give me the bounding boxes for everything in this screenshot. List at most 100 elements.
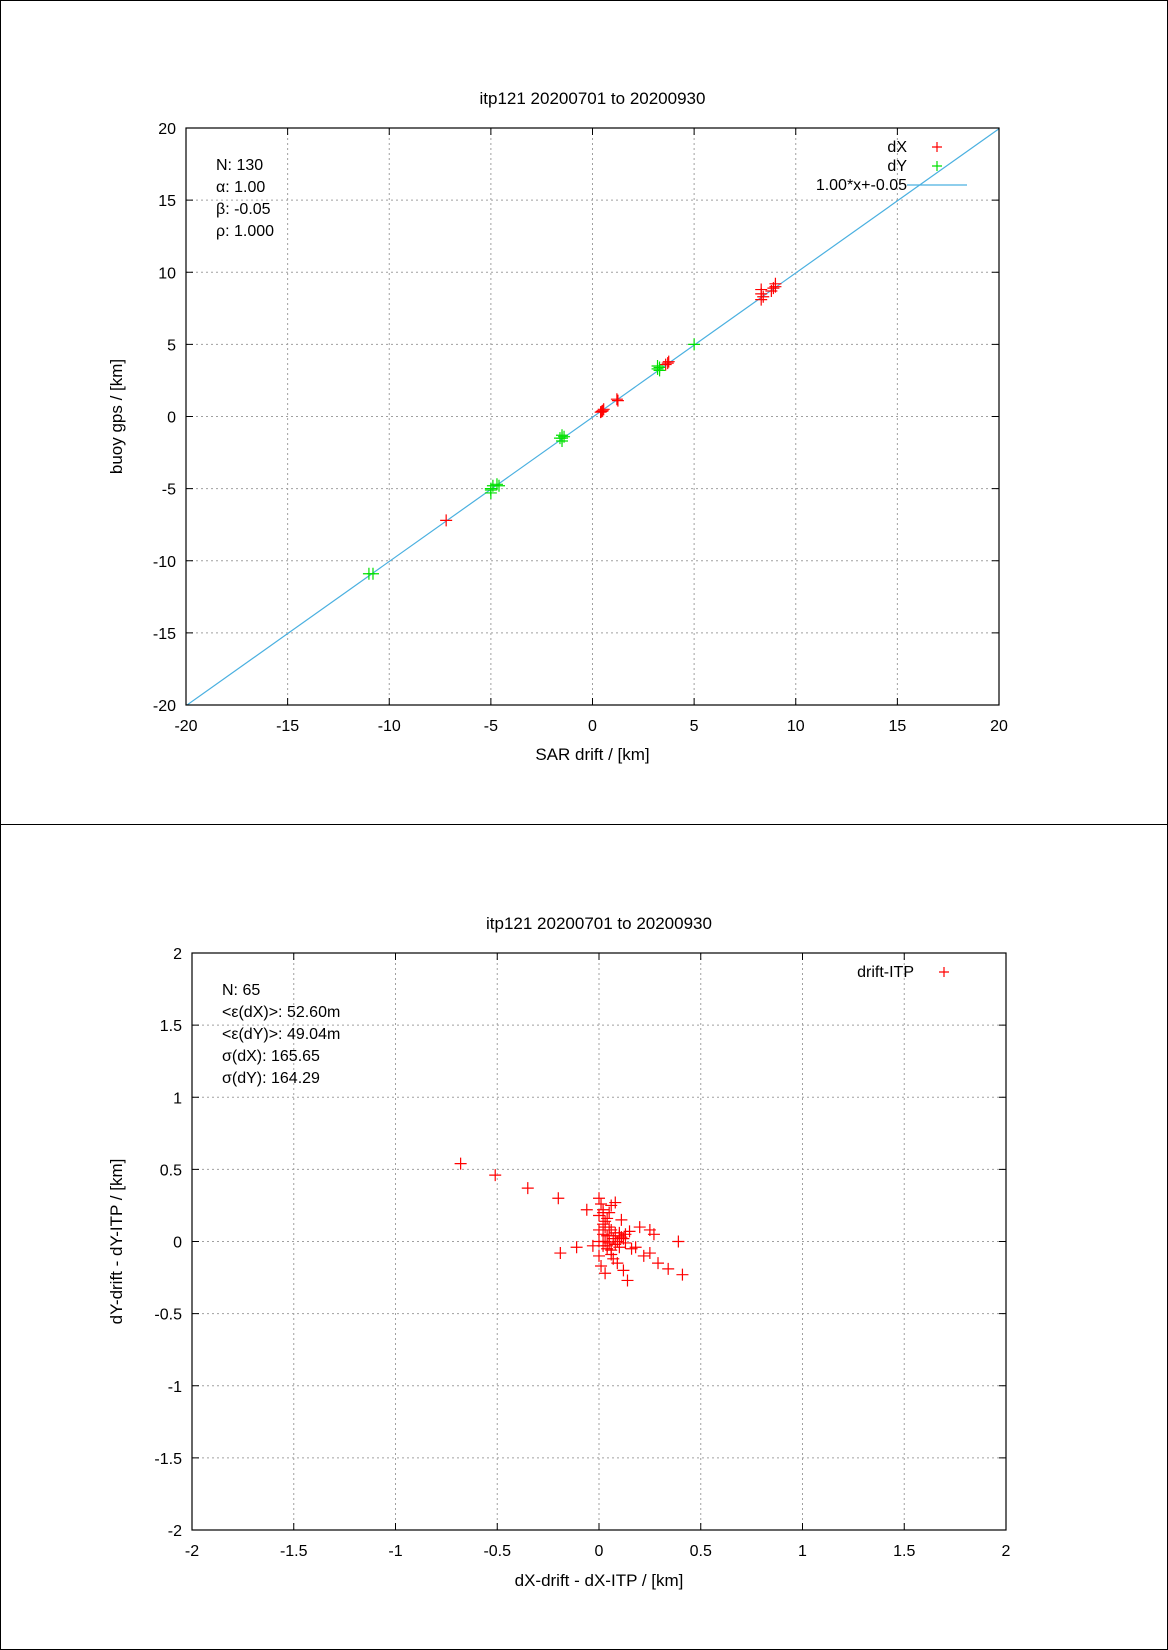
panel-top-border <box>0 0 1168 825</box>
y-tick-label: -10 <box>153 554 176 571</box>
drift-comparison-chart: -20 -15 -10 -5 0 5 10 15 20 -20 -15 -10 -5 0 5 10 15 20 it… <box>107 89 1008 764</box>
x-tick-label: 1.5 <box>893 1543 915 1560</box>
x-tick-label: 10 <box>787 718 805 735</box>
y-tick-label: 5 <box>167 337 176 354</box>
y-tick-label: 2 <box>173 946 182 963</box>
legend-label: drift-ITP <box>857 964 914 981</box>
y-tick-label: 1.5 <box>160 1018 182 1035</box>
y-tick-label: -20 <box>153 698 176 715</box>
plot-area <box>454 1157 689 1287</box>
y-tick-label: -2 <box>168 1523 182 1540</box>
plot-frame <box>185 127 1000 706</box>
panel-bottom-border <box>0 824 1168 1650</box>
y-tick-label: 1 <box>173 1090 182 1107</box>
data-point-dy <box>493 479 506 492</box>
x-tick-label: 1 <box>798 1543 807 1560</box>
x-tick-label: -10 <box>378 718 401 735</box>
stats-line: ρ: 1.000 <box>216 223 274 240</box>
legend-label: dX <box>887 139 907 156</box>
data-point-drift-itp <box>621 1274 634 1287</box>
data-point-dx <box>596 404 609 417</box>
data-point-dx <box>595 405 608 418</box>
y-axis-label: dY-drift - dY-ITP / [km] <box>107 1159 126 1325</box>
data-point-dx <box>594 406 607 419</box>
y-tick-label: -1.5 <box>154 1451 182 1468</box>
data-point-dx <box>610 393 623 406</box>
y-tick-label: 10 <box>158 265 176 282</box>
y-tick-label: -0.5 <box>154 1307 182 1324</box>
data-point-drift-itp <box>672 1235 685 1248</box>
x-tick-label: 5 <box>690 718 699 735</box>
data-point-drift-itp <box>611 1235 624 1248</box>
data-point-drift-itp <box>601 1212 614 1225</box>
data-point-dx <box>659 358 672 371</box>
drift-difference-chart: -2 -1.5 -1 -0.5 0 0.5 1 1.5 2 -2 -1.5 -1 -0.5 0 0.5 1 1.… <box>107 914 1011 1590</box>
data-point-drift-itp <box>613 1241 626 1254</box>
data-point-dx <box>440 514 453 527</box>
data-point-drift-itp <box>554 1247 567 1260</box>
x-tick-label: 0 <box>595 1543 604 1560</box>
data-point-dy <box>484 484 497 497</box>
data-point-dx <box>662 355 675 368</box>
data-point-drift-itp <box>595 1197 608 1210</box>
legend-label: dY <box>887 158 907 175</box>
data-point-drift-itp <box>613 1229 626 1242</box>
chart-title: itp121 20200701 to 20200930 <box>480 89 706 108</box>
x-tick-label: -1.5 <box>280 1543 308 1560</box>
x-tick-label: 0 <box>588 718 597 735</box>
data-point-dx <box>755 283 768 296</box>
data-point-drift-itp <box>605 1248 618 1261</box>
data-point-drift-itp <box>652 1257 665 1270</box>
x-tick-label: -1 <box>388 1543 402 1560</box>
x-tick-label: 20 <box>990 718 1008 735</box>
x-tick-label: 2 <box>1002 1543 1011 1560</box>
data-point-drift-itp <box>643 1247 656 1260</box>
data-point-dy <box>490 478 503 491</box>
data-point-drift-itp <box>662 1262 675 1275</box>
plot-area <box>186 128 999 705</box>
data-point-drift-itp <box>601 1239 614 1252</box>
data-point-drift-itp <box>619 1236 632 1249</box>
stats-line: <ε(dX)>: 52.60m <box>222 1004 340 1021</box>
data-point-drift-itp <box>521 1182 534 1195</box>
data-point-drift-itp <box>593 1249 605 1262</box>
plot-frame <box>191 952 1007 1531</box>
y-tick-label: 0.5 <box>160 1162 182 1179</box>
data-point-drift-itp <box>586 1239 599 1252</box>
stats-line: <ε(dY)>: 49.04m <box>222 1026 340 1043</box>
data-point-drift-itp <box>593 1192 605 1205</box>
x-tick-label: 0.5 <box>690 1543 712 1560</box>
x-tick-label: -5 <box>484 718 498 735</box>
data-point-drift-itp <box>609 1196 622 1209</box>
data-point-dy <box>553 432 566 445</box>
stats-line: N: 65 <box>222 982 260 999</box>
data-point-drift-itp <box>599 1267 612 1280</box>
legend-label: 1.00*x+-0.05 <box>816 177 907 194</box>
x-tick-label: -20 <box>174 718 197 735</box>
y-tick-label: -1 <box>168 1379 182 1396</box>
data-point-drift-itp <box>637 1249 650 1262</box>
data-point-drift-itp <box>454 1157 467 1170</box>
data-point-dy <box>688 338 701 351</box>
data-point-drift-itp <box>617 1264 630 1277</box>
data-point-drift-itp <box>633 1221 646 1234</box>
y-tick-label: 0 <box>167 410 176 427</box>
x-axis-label: dX-drift - dX-ITP / [km] <box>515 1571 684 1590</box>
y-tick-label: -5 <box>162 482 176 499</box>
data-point-drift-itp <box>676 1268 689 1281</box>
data-point-drift-itp <box>603 1206 616 1219</box>
stats-line: σ(dX): 165.65 <box>222 1048 320 1065</box>
data-point-drift-itp <box>611 1257 624 1270</box>
legend-marker <box>932 161 942 171</box>
stats-line: σ(dY): 164.29 <box>222 1070 320 1087</box>
x-tick-label: -0.5 <box>483 1543 511 1560</box>
data-point-drift-itp <box>603 1229 616 1242</box>
x-tick-label: -15 <box>276 718 299 735</box>
chart-title: itp121 20200701 to 20200930 <box>486 914 712 933</box>
data-point-dy <box>366 567 379 580</box>
data-point-dx <box>661 357 674 370</box>
data-point-drift-itp <box>570 1241 583 1254</box>
data-point-drift-itp <box>489 1169 502 1182</box>
data-point-drift-itp <box>599 1215 612 1228</box>
